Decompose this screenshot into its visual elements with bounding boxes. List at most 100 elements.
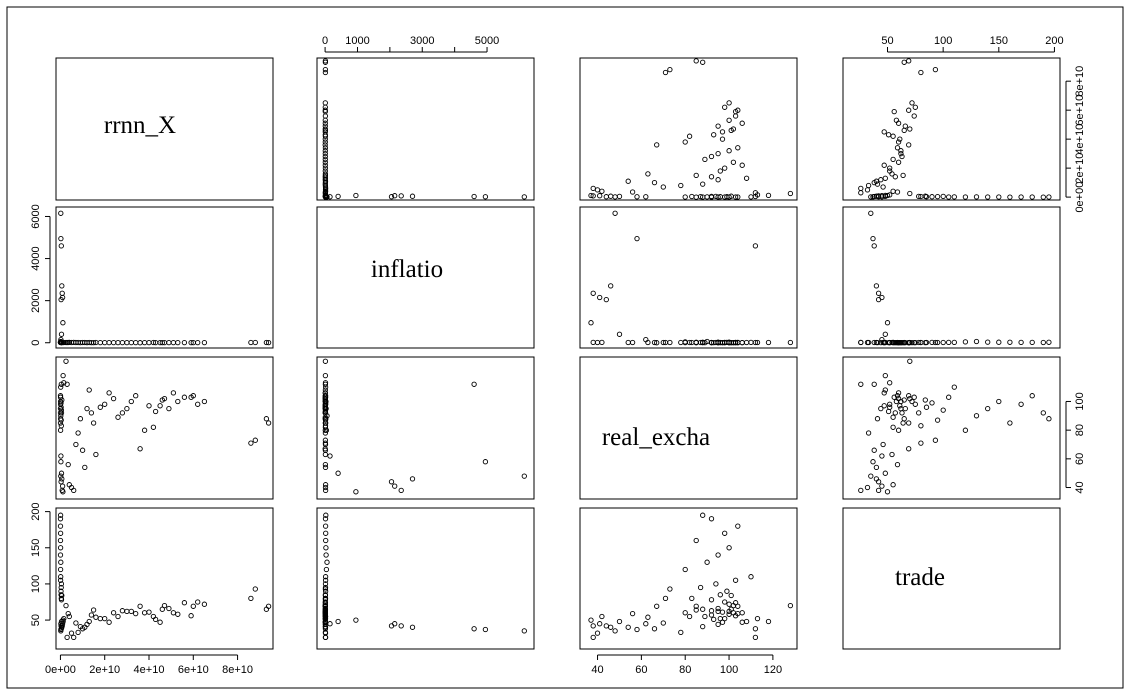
point-inflatio-real_excha-4 [662,339,669,346]
point-rrnn_X-trade-60 [996,194,1002,200]
point-inflatio-trade-32 [892,339,898,346]
point-real_excha-rrnn_X-2 [263,416,270,422]
point-real_excha-trade-13 [907,395,913,402]
point-inflatio-rrnn_X-12 [166,339,172,346]
point-trade-rrnn_X-60 [57,545,64,551]
point-trade-inflatio-62 [323,530,329,536]
point-trade-inflatio-61 [323,537,329,544]
point-trade-real_excha-31 [693,607,699,613]
point-trade-rrnn_X-63 [57,523,64,529]
point-rrnn_X-trade-8 [891,108,897,115]
point-trade-rrnn_X-28 [102,615,108,622]
point-trade-inflatio-67 [322,577,329,583]
point-inflatio-real_excha-47 [612,210,618,216]
point-inflatio-trade-73 [934,339,941,346]
point-real_excha-rrnn_X-12 [166,405,172,412]
point-trade-rrnn_X-44 [64,634,70,641]
point-real_excha-trade-46 [882,372,888,379]
point-rrnn_X-inflatio-4 [322,69,329,76]
point-trade-inflatio-57 [323,566,330,573]
point-real_excha-trade-41 [864,484,871,491]
point-real_excha-inflatio-49 [471,381,477,387]
point-rrnn_X-real_excha-58 [704,194,710,200]
point-real_excha-trade-15 [881,403,887,409]
point-trade-rrnn_X-72 [59,592,65,599]
point-real_excha-rrnn_X-11 [170,390,177,396]
point-real_excha-trade-36 [871,447,877,453]
point-real_excha-rrnn_X-8 [188,394,194,400]
point-rrnn_X-trade-50 [873,193,880,199]
point-trade-real_excha-28 [722,615,728,622]
point-inflatio-trade-50 [873,283,880,289]
point-real_excha-inflatio-30 [322,451,329,458]
point-trade-real_excha-61 [693,537,699,544]
point-inflatio-rrnn_X-21 [133,339,139,346]
point-real_excha-rrnn_X-19 [141,427,148,433]
point-rrnn_X-trade-45 [907,190,913,197]
point-inflatio-rrnn_X-20 [137,340,143,346]
point-real_excha-rrnn_X-4 [248,440,254,446]
point-inflatio-real_excha-55 [616,331,623,337]
point-rrnn_X-inflatio-27 [322,162,328,168]
point-rrnn_X-real_excha-57 [682,194,688,200]
point-rrnn_X-trade-70 [916,193,922,200]
point-trade-real_excha-26 [730,610,737,616]
point-trade-real_excha-17 [686,613,693,620]
point-inflatio-trade-67 [946,339,952,346]
point-rrnn_X-trade-13 [907,126,913,132]
point-real_excha-rrnn_X-48 [58,459,64,465]
point-trade-real_excha-71 [724,588,730,594]
point-rrnn_X-trade-34 [878,177,884,183]
point-rrnn_X-real_excha-44 [752,190,759,196]
point-inflatio-real_excha-66 [748,339,754,346]
point-trade-rrnn_X-43 [65,610,71,617]
point-real_excha-inflatio-67 [322,394,329,400]
axis-top-inflatio-tick-label: 3000 [410,35,434,47]
point-trade-inflatio-54 [353,617,359,623]
point-rrnn_X-real_excha-54 [588,192,594,199]
point-real_excha-trade-6 [912,401,918,407]
point-real_excha-trade-2 [901,416,907,422]
point-real_excha-trade-40 [858,487,864,494]
point-rrnn_X-inflatio-48 [482,194,489,200]
point-trade-rrnn_X-66 [58,574,64,580]
point-real_excha-rrnn_X-35 [82,464,88,471]
point-rrnn_X-real_excha-45 [787,190,794,197]
point-trade-rrnn_X-12 [166,605,172,612]
point-real_excha-trade-73 [934,417,941,423]
point-rrnn_X-real_excha-19 [682,139,688,145]
point-inflatio-rrnn_X-22 [128,339,134,346]
point-rrnn_X-real_excha-10 [726,117,732,123]
point-trade-inflatio-37 [322,623,328,630]
point-real_excha-inflatio-71 [322,400,329,406]
point-inflatio-rrnn_X-47 [58,210,64,216]
point-rrnn_X-trade-59 [985,194,991,200]
panel-real_excha-vs-inflatio [316,356,535,500]
point-rrnn_X-real_excha-25 [702,156,708,163]
point-trade-rrnn_X-59 [57,552,64,558]
axis-bottom-rrnn_X-tick-label: 2e+10 [89,664,120,676]
point-real_excha-rrnn_X-36 [79,447,86,453]
point-rrnn_X-inflatio-10 [322,117,328,123]
point-rrnn_X-real_excha-23 [715,150,721,157]
axis-left-inflatio-tick-label: 4000 [30,246,42,270]
point-trade-rrnn_X-21 [133,610,139,617]
point-rrnn_X-real_excha-56 [643,194,649,200]
point-trade-real_excha-43 [629,610,636,617]
point-inflatio-real_excha-52 [597,294,603,301]
point-rrnn_X-inflatio-23 [322,150,328,157]
point-trade-rrnn_X-39 [73,620,79,626]
point-trade-rrnn_X-24 [119,608,126,614]
point-rrnn_X-real_excha-3 [667,66,673,73]
point-real_excha-trade-38 [865,430,872,436]
point-trade-rrnn_X-55 [58,618,65,625]
point-real_excha-trade-61 [1007,420,1013,426]
point-real_excha-trade-54 [884,489,891,495]
point-real_excha-rrnn_X-14 [159,397,165,403]
point-trade-inflatio-58 [324,559,330,565]
point-real_excha-trade-23 [898,405,904,412]
point-trade-rrnn_X-11 [170,610,177,616]
point-trade-real_excha-37 [700,623,706,630]
point-real_excha-rrnn_X-32 [88,410,95,416]
